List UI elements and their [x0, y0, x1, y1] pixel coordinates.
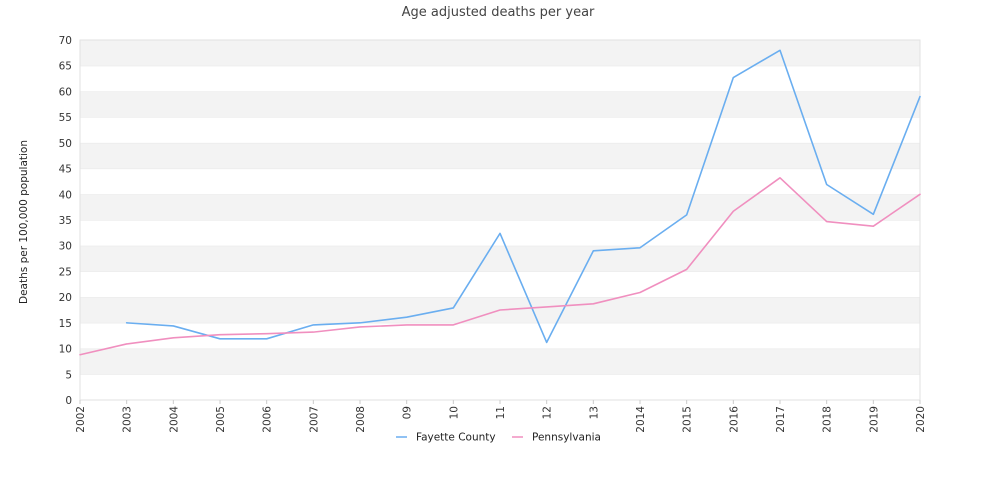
grid-band — [80, 374, 920, 400]
grid-band — [80, 40, 920, 66]
x-tick-label: 2002 — [75, 406, 87, 433]
grid-band — [80, 348, 920, 375]
x-tick-label: 2014 — [635, 406, 647, 433]
x-axis: 2002 2003 2004 2005 2006 2007 2008 09 10 11 12 13 20… — [75, 400, 927, 433]
x-tick-label: 2020 — [915, 406, 927, 433]
grid-band — [80, 142, 920, 169]
y-axis-title: Deaths per 100,000 population — [18, 140, 30, 304]
y-tick-label: 65 — [59, 61, 72, 73]
y-tick-label: 25 — [59, 266, 72, 278]
grid-band — [80, 65, 920, 92]
legend: Fayette County Pennsylvania — [396, 432, 601, 444]
x-tick-label: 2003 — [122, 406, 134, 433]
x-tick-label: 2018 — [822, 406, 834, 433]
series-line-1 — [125, 49, 921, 344]
y-tick-label: 15 — [59, 318, 72, 330]
grid-band — [80, 91, 920, 118]
x-tick-label: 11 — [495, 406, 507, 419]
x-tick-label: 2019 — [868, 406, 880, 433]
y-tick-label: 70 — [59, 35, 72, 47]
grid-bands — [80, 39, 920, 400]
x-tick-label: 2016 — [728, 406, 740, 433]
grid-band — [80, 245, 920, 272]
y-axis: 0 5 10 15 20 25 30 35 40 45 50 55 60 65 70 — [59, 35, 72, 407]
x-tick-label: 2008 — [355, 406, 367, 433]
y-tick-label: 5 — [65, 369, 72, 381]
y-tick-label: 10 — [59, 344, 72, 356]
x-tick-label: 2007 — [308, 406, 320, 433]
legend-label: Fayette County — [416, 432, 496, 444]
series-line-2 — [79, 177, 921, 356]
x-tick-label: 2004 — [168, 406, 180, 433]
y-tick-label: 60 — [59, 86, 72, 98]
x-tick-label: 2006 — [262, 406, 274, 433]
y-tick-label: 0 — [65, 395, 72, 407]
x-tick-label: 09 — [402, 406, 414, 419]
y-tick-label: 50 — [59, 138, 72, 150]
series-lines — [79, 49, 921, 356]
y-tick-label: 40 — [59, 189, 72, 201]
y-tick-label: 30 — [59, 241, 72, 253]
x-tick-label: 2017 — [775, 406, 787, 433]
chart-title: Age adjusted deaths per year — [402, 5, 595, 20]
x-tick-label: 2005 — [215, 406, 227, 433]
grid-band — [80, 194, 920, 220]
grid-band — [80, 322, 920, 349]
y-tick-label: 45 — [59, 164, 72, 176]
y-tick-label: 20 — [59, 292, 72, 304]
y-tick-label: 35 — [59, 215, 72, 227]
x-tick-label: 13 — [588, 406, 600, 419]
x-tick-label: 10 — [448, 406, 460, 419]
legend-label: Pennsylvania — [532, 432, 601, 444]
grid-band — [80, 117, 920, 143]
y-tick-label: 55 — [59, 112, 72, 124]
x-tick-label: 2015 — [682, 406, 694, 433]
grid-band — [80, 271, 920, 298]
grid-band — [80, 168, 920, 195]
x-tick-label: 12 — [542, 406, 554, 419]
